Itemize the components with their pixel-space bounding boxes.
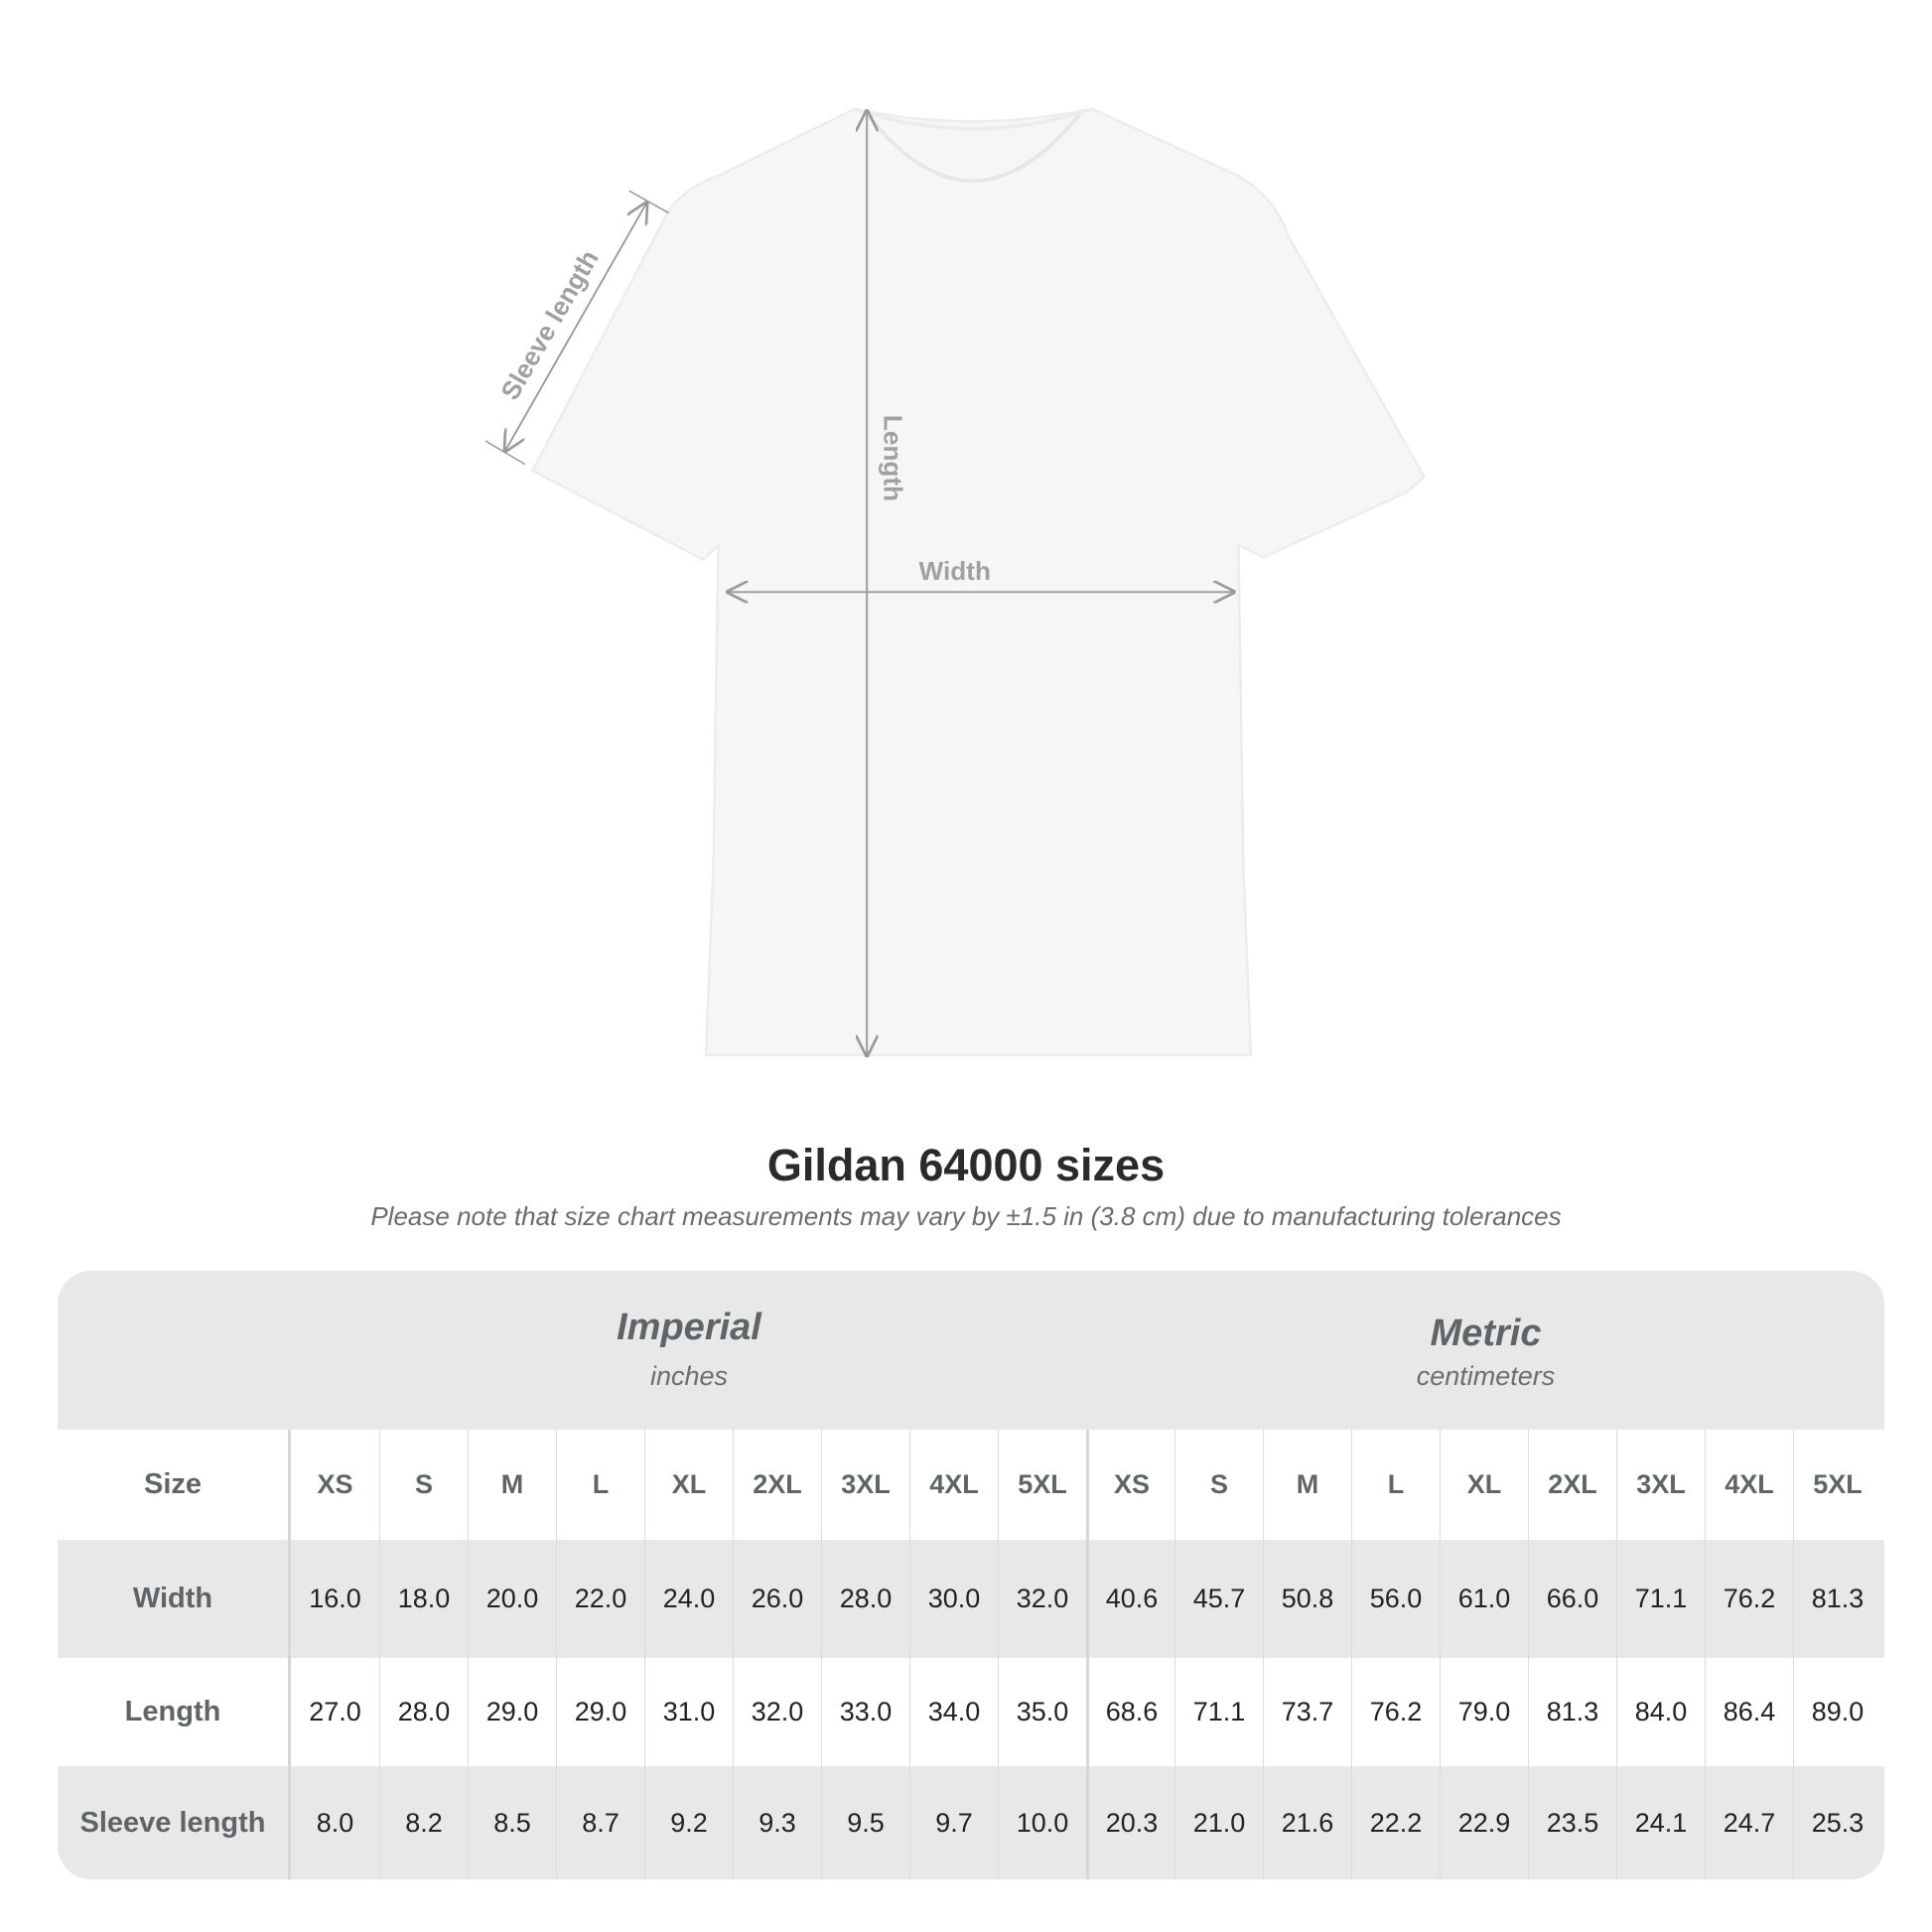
table-cell: 40.6: [1086, 1540, 1174, 1658]
tshirt-diagram: Length Width Sleeve length: [484, 106, 1427, 1112]
table-cell: 25.3: [1793, 1766, 1881, 1879]
table-cell: 89.0: [1793, 1658, 1881, 1766]
page-title: Gildan 64000 sizes: [766, 1140, 1166, 1190]
size-table: Imperial inches Metric centimeters Size X…: [58, 1271, 1884, 1879]
size-header-cell: L: [1351, 1430, 1440, 1540]
table-cell: 26.0: [733, 1540, 821, 1658]
row-label: Width: [58, 1540, 291, 1658]
size-header-cell: S: [379, 1430, 468, 1540]
table-cell: 8.0: [316, 1807, 354, 1838]
table-cell: 16.0: [309, 1584, 361, 1613]
size-header-cell: XS: [317, 1469, 353, 1499]
size-header-cell: XS: [1086, 1430, 1174, 1540]
table-cell: 8.2: [379, 1766, 468, 1879]
size-header-cell: M: [468, 1430, 556, 1540]
size-header-cell: XL: [644, 1430, 733, 1540]
size-header-cell: 4XL: [1705, 1430, 1793, 1540]
table-cell: 76.2: [1351, 1658, 1440, 1766]
table-cell: 24.1: [1616, 1766, 1705, 1879]
metric-label: Metric: [1430, 1312, 1542, 1354]
table-cell: 8.7: [556, 1766, 644, 1879]
table-cell: 28.0: [821, 1540, 909, 1658]
metric-header: Metric centimeters: [1087, 1271, 1884, 1430]
table-cell: 84.0: [1616, 1658, 1705, 1766]
table-cell: 56.0: [1351, 1540, 1440, 1658]
metric-unit: centimeters: [1416, 1361, 1556, 1391]
table-cell: 24.0: [644, 1540, 733, 1658]
length-row: Length 27.0 28.0 29.0 29.0 31.0 32.0 33.0 34.0 35…: [58, 1658, 1884, 1766]
sleeve-arrow: [505, 204, 646, 451]
sleeve-length-row: Sleeve length 8.0 8.2 8.5 8.7 9.2 9.3 9.5 9.7 10.…: [58, 1766, 1884, 1879]
table-cell: 34.0: [909, 1658, 998, 1766]
size-header-cell: 5XL: [998, 1430, 1086, 1540]
size-header-cell: L: [556, 1430, 644, 1540]
table-cell: 68.6: [1086, 1658, 1174, 1766]
width-label: Width: [919, 556, 991, 586]
table-cell: 22.2: [1351, 1766, 1440, 1879]
size-header-cell: 3XL: [821, 1430, 909, 1540]
table-cell: 32.0: [733, 1658, 821, 1766]
table-cell: 73.7: [1263, 1658, 1351, 1766]
table-cell: 71.1: [1616, 1540, 1705, 1658]
table-cell: 81.3: [1528, 1658, 1616, 1766]
size-header-cell: M: [1263, 1430, 1351, 1540]
size-header-cell: 5XL: [1793, 1430, 1881, 1540]
table-cell: 8.5: [468, 1766, 556, 1879]
row-label: Sleeve length: [58, 1766, 291, 1879]
table-cell: 61.0: [1440, 1540, 1528, 1658]
table-cell: 32.0: [998, 1540, 1086, 1658]
table-cell: 66.0: [1528, 1540, 1616, 1658]
size-header-cell: 4XL: [909, 1430, 998, 1540]
size-row: Size XS S M L XL 2XL 3XL 4XL 5XL XS S M L XL 2XL 3XL 4XL 5…: [58, 1430, 1884, 1540]
imperial-label: Imperial: [617, 1307, 761, 1348]
table-cell: 22.0: [556, 1540, 644, 1658]
table-cell: 24.7: [1705, 1766, 1793, 1879]
table-cell: 23.5: [1528, 1766, 1616, 1879]
table-cell: 18.0: [379, 1540, 468, 1658]
table-cell: 21.0: [1174, 1766, 1263, 1879]
table-cell: 20.3: [1086, 1766, 1174, 1879]
size-header-cell: 3XL: [1616, 1430, 1705, 1540]
table-cell: 10.0: [998, 1766, 1086, 1879]
table-cell: 76.2: [1705, 1540, 1793, 1658]
table-cell: 20.0: [468, 1540, 556, 1658]
size-header-cell: S: [1174, 1430, 1263, 1540]
table-cell: 29.0: [556, 1658, 644, 1766]
imperial-header: Imperial inches: [291, 1271, 1087, 1430]
row-label: Length: [58, 1658, 291, 1766]
table-cell: 30.0: [909, 1540, 998, 1658]
table-cell: 79.0: [1440, 1658, 1528, 1766]
width-row: Width 16.0 18.0 20.0 22.0 24.0 26.0 28.0 30.0 32.…: [58, 1540, 1884, 1658]
row-label: Size: [58, 1430, 291, 1540]
table-cell: 31.0: [644, 1658, 733, 1766]
table-cell: 9.3: [733, 1766, 821, 1879]
table-cell: 81.3: [1793, 1540, 1881, 1658]
tolerance-note: Please note that size chart measurements…: [370, 1201, 1562, 1231]
table-cell: 71.1: [1174, 1658, 1263, 1766]
table-cell: 9.7: [909, 1766, 998, 1879]
table-cell: 50.8: [1263, 1540, 1351, 1658]
table-cell: 22.9: [1440, 1766, 1528, 1879]
length-label: Length: [879, 415, 908, 501]
size-header-cell: 2XL: [1528, 1430, 1616, 1540]
table-cell: 45.7: [1174, 1540, 1263, 1658]
table-cell: 21.6: [1263, 1766, 1351, 1879]
table-cell: 27.0: [309, 1697, 361, 1726]
size-header-cell: XL: [1440, 1430, 1528, 1540]
table-cell: 86.4: [1705, 1658, 1793, 1766]
table-cell: 28.0: [379, 1658, 468, 1766]
table-cell: 35.0: [998, 1658, 1086, 1766]
table-cell: 9.2: [644, 1766, 733, 1879]
table-cell: 29.0: [468, 1658, 556, 1766]
table-cell: 9.5: [821, 1766, 909, 1879]
imperial-unit: inches: [649, 1361, 729, 1391]
size-header-cell: 2XL: [733, 1430, 821, 1540]
table-cell: 33.0: [821, 1658, 909, 1766]
